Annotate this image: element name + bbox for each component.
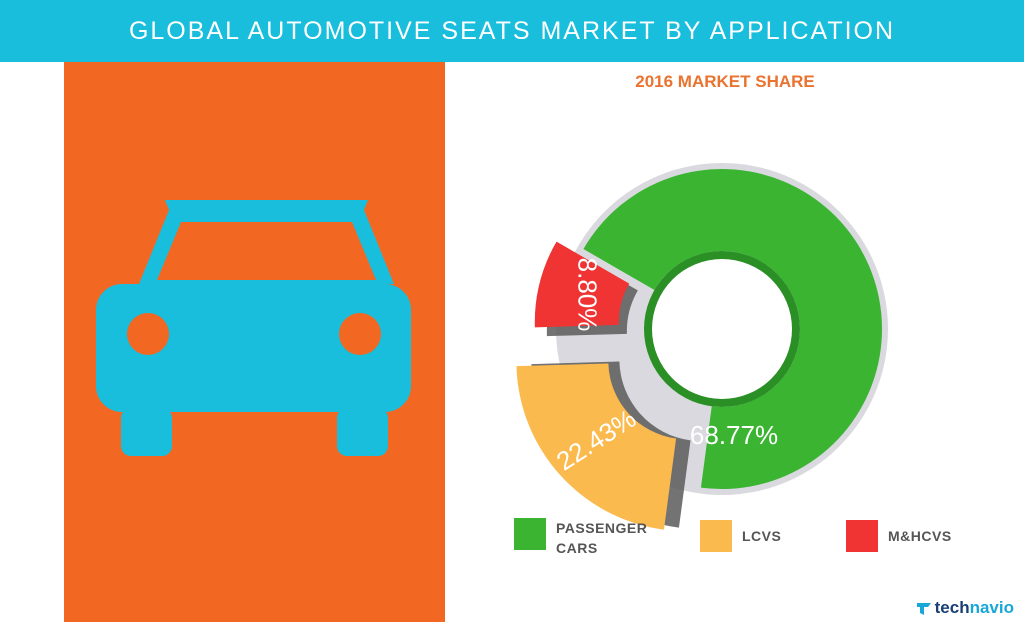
legend-item-mhcvs: M&HCVS — [846, 520, 952, 552]
legend-swatch-lcvs — [700, 520, 732, 552]
legend-swatch-passenger-cars — [514, 518, 546, 550]
header-banner: GLOBAL AUTOMOTIVE SEATS MARKET BY APPLIC… — [0, 0, 1024, 62]
pie-slice-passenger-cars — [583, 168, 882, 489]
data-label-mhcvs: 8.80% — [572, 258, 602, 332]
brand-text-tech: tech — [934, 598, 970, 617]
page-title: GLOBAL AUTOMOTIVE SEATS MARKET BY APPLIC… — [128, 16, 896, 45]
legend-item-passenger-cars: PASSENGER CARS — [514, 518, 647, 558]
brand-logo: tech navio — [916, 598, 1014, 618]
technavio-logo-icon — [916, 603, 931, 615]
chart-title: 2016 MARKET SHARE — [635, 72, 815, 91]
legend-label-lcvs: LCVS — [742, 528, 782, 544]
left-panel — [64, 62, 445, 622]
legend-label-passenger-cars: PASSENGER CARS — [556, 520, 648, 556]
legend-swatch-mhcvs — [846, 520, 878, 552]
legend-label-mhcvs: M&HCVS — [888, 528, 952, 544]
pie-slice-lcvs — [516, 363, 677, 530]
pie-slice-mhcvs — [534, 241, 630, 328]
donut-hole — [652, 259, 792, 399]
data-label-passenger-cars: 68.77% — [690, 420, 778, 450]
legend-item-lcvs: LCVS — [700, 520, 781, 552]
brand-text-navio: navio — [969, 598, 1014, 617]
car-front-icon — [96, 200, 411, 456]
